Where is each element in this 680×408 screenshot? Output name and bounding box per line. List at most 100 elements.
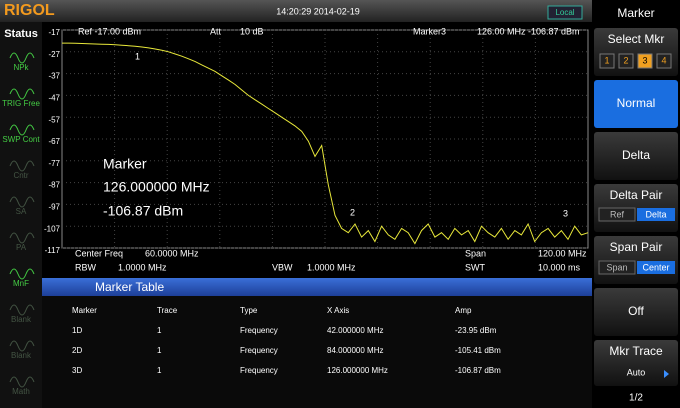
span-label: Span — [465, 248, 486, 258]
column-header: Trace — [157, 306, 178, 315]
ref-level: Ref -17.00 dBm — [78, 26, 141, 36]
y-tick-label: -37 — [48, 72, 60, 81]
table-cell: 84.000000 MHz — [327, 346, 383, 355]
center-option-label: Center — [642, 262, 669, 272]
marker-table — [42, 278, 592, 408]
datetime: 14:20:29 2014-02-19 — [276, 6, 360, 16]
status-icon — [9, 196, 35, 208]
table-cell: Frequency — [240, 366, 278, 375]
y-tick-label: -77 — [48, 159, 60, 168]
status-icon — [9, 268, 35, 280]
marker-freq: 126.00 MHz — [477, 26, 526, 36]
y-tick-label: -67 — [48, 137, 60, 146]
y-tick-label: -97 — [48, 203, 60, 212]
status-icon — [9, 340, 35, 352]
table-cell: 3D — [72, 366, 82, 375]
status-icon — [9, 232, 35, 244]
table-cell: -105.41 dBm — [455, 346, 501, 355]
ref-option[interactable] — [598, 207, 636, 222]
mkr-trace-button[interactable] — [594, 340, 678, 386]
local-button[interactable] — [547, 5, 583, 20]
marker-amp: -106.87 dBm — [528, 26, 580, 36]
marker-info-freq: 126.000000 MHz — [103, 179, 210, 195]
status-label: NPk — [13, 63, 29, 72]
swt-label: SWT — [465, 262, 485, 272]
arrow-icon — [664, 370, 669, 378]
span-option[interactable] — [598, 260, 636, 275]
off-button[interactable] — [594, 288, 678, 336]
y-tick-label: -57 — [48, 115, 60, 124]
status-label: Cntr — [13, 171, 28, 180]
status-label: PA — [16, 243, 27, 252]
mkr-trace-label: Mkr Trace — [609, 344, 663, 358]
marker-1: 1 — [135, 51, 140, 61]
marker-table-title: Marker Table — [95, 280, 164, 294]
y-tick-label: -87 — [48, 181, 60, 190]
status-label: MnF — [13, 279, 29, 288]
marker-key-label: 1 — [604, 55, 609, 65]
local-label: Local — [555, 8, 574, 17]
status-icon — [9, 124, 35, 136]
menu-title: Marker — [617, 6, 654, 20]
rbw-label: RBW — [75, 262, 97, 272]
center-label: Center Freq — [75, 248, 123, 258]
att-label: Att — [210, 26, 222, 36]
status-label: SA — [16, 207, 27, 216]
status-icon — [9, 304, 35, 316]
table-cell: 2D — [72, 346, 82, 355]
marker-key[interactable] — [656, 53, 672, 69]
table-cell: 1 — [157, 346, 162, 355]
table-cell: Frequency — [240, 326, 278, 335]
delta-pair-label: Delta Pair — [610, 188, 663, 202]
status-label: Blank — [11, 315, 32, 324]
att-value: 10 dB — [240, 26, 264, 36]
page-indicator: 1/2 — [629, 393, 643, 404]
table-cell: 1D — [72, 326, 82, 335]
status-label: TRIG Free — [2, 99, 40, 108]
marker-3: 3 — [563, 208, 568, 218]
y-tick-label: -47 — [48, 94, 60, 103]
status-label: SWP Cont — [2, 135, 40, 144]
center-option[interactable] — [637, 261, 675, 274]
table-cell: 126.000000 MHz — [327, 366, 388, 375]
delta-button[interactable] — [594, 132, 678, 180]
marker-key[interactable] — [637, 53, 653, 69]
status-icon — [9, 52, 35, 64]
table-cell: -106.87 dBm — [455, 366, 501, 375]
rbw-value: 1.0000 MHz — [118, 262, 167, 272]
column-header: X Axis — [327, 306, 349, 315]
table-cell: -23.95 dBm — [455, 326, 497, 335]
delta-label: Delta — [622, 148, 650, 162]
column-header: Marker — [72, 306, 97, 315]
status-panel — [0, 22, 42, 408]
delta-option[interactable] — [637, 208, 675, 221]
span-value: 120.00 MHz — [538, 248, 587, 258]
y-tick-label: -27 — [48, 50, 60, 59]
logo: RIGOL — [4, 2, 55, 19]
normal-button[interactable] — [594, 80, 678, 128]
table-cell: 42.000000 MHz — [327, 326, 383, 335]
status-label: Math — [12, 387, 30, 396]
marker-label: Marker3 — [413, 26, 446, 36]
center-value: 60.0000 MHz — [145, 248, 199, 258]
top-bar — [0, 0, 592, 22]
vbw-value: 1.0000 MHz — [307, 262, 356, 272]
marker-info-title: Marker — [103, 156, 147, 172]
normal-label: Normal — [617, 96, 656, 110]
trace — [62, 42, 589, 245]
delta-option-label: Delta — [645, 209, 666, 219]
vbw-label: VBW — [272, 262, 293, 272]
span-pair-label: Span Pair — [610, 240, 663, 254]
marker-table-header — [42, 278, 592, 296]
marker-key[interactable] — [599, 53, 615, 69]
marker-info-amp: -106.87 dBm — [103, 203, 183, 219]
marker-key-label: 2 — [623, 55, 628, 65]
marker-key[interactable] — [618, 53, 634, 69]
marker-2: 2 — [350, 207, 355, 217]
status-label: Blank — [11, 351, 32, 360]
column-header: Type — [240, 306, 258, 315]
y-tick-label: -117 — [45, 246, 61, 255]
off-label: Off — [628, 304, 644, 318]
